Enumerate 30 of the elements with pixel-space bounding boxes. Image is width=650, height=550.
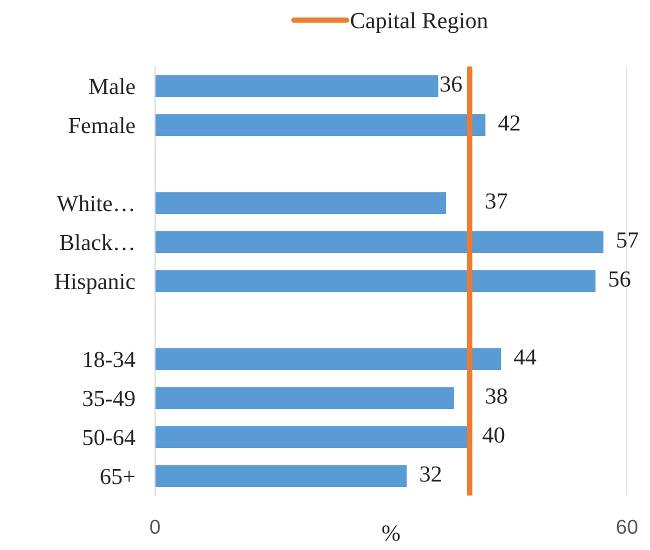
- x-tick-label: 0: [150, 520, 160, 534]
- y-tick-label: 18-34: [84, 352, 136, 368]
- bar: [155, 387, 454, 409]
- bar: [155, 192, 446, 214]
- data-label: 32: [420, 466, 441, 482]
- x-tick-label: 60: [616, 520, 638, 534]
- bar: [155, 114, 486, 136]
- data-label: 44: [514, 349, 536, 365]
- legend-label: Capital Region: [350, 12, 488, 34]
- y-tick-label: 50-64: [83, 430, 136, 446]
- data-label: 37: [486, 193, 508, 209]
- data-label: 56: [609, 271, 630, 287]
- data-label: 42: [498, 115, 520, 131]
- bar: [155, 75, 438, 97]
- y-tick-label: 35-49: [83, 390, 135, 406]
- y-tick-label: Black…: [60, 234, 134, 250]
- bar: [155, 465, 407, 487]
- y-tick-label: Hispanic: [54, 274, 135, 294]
- bar: [155, 348, 502, 370]
- data-label: 36: [440, 76, 462, 92]
- data-label: 38: [486, 388, 507, 404]
- data-label: 40: [482, 427, 504, 443]
- x-axis-title: %: [382, 525, 400, 541]
- y-tick-label: Male: [89, 78, 135, 94]
- data-label: 57: [617, 232, 638, 248]
- y-tick-label: White…: [56, 195, 134, 212]
- bar: [155, 231, 604, 253]
- bar: [155, 270, 596, 292]
- y-tick-label: 65+: [100, 468, 134, 484]
- y-tick-label: Female: [68, 117, 135, 134]
